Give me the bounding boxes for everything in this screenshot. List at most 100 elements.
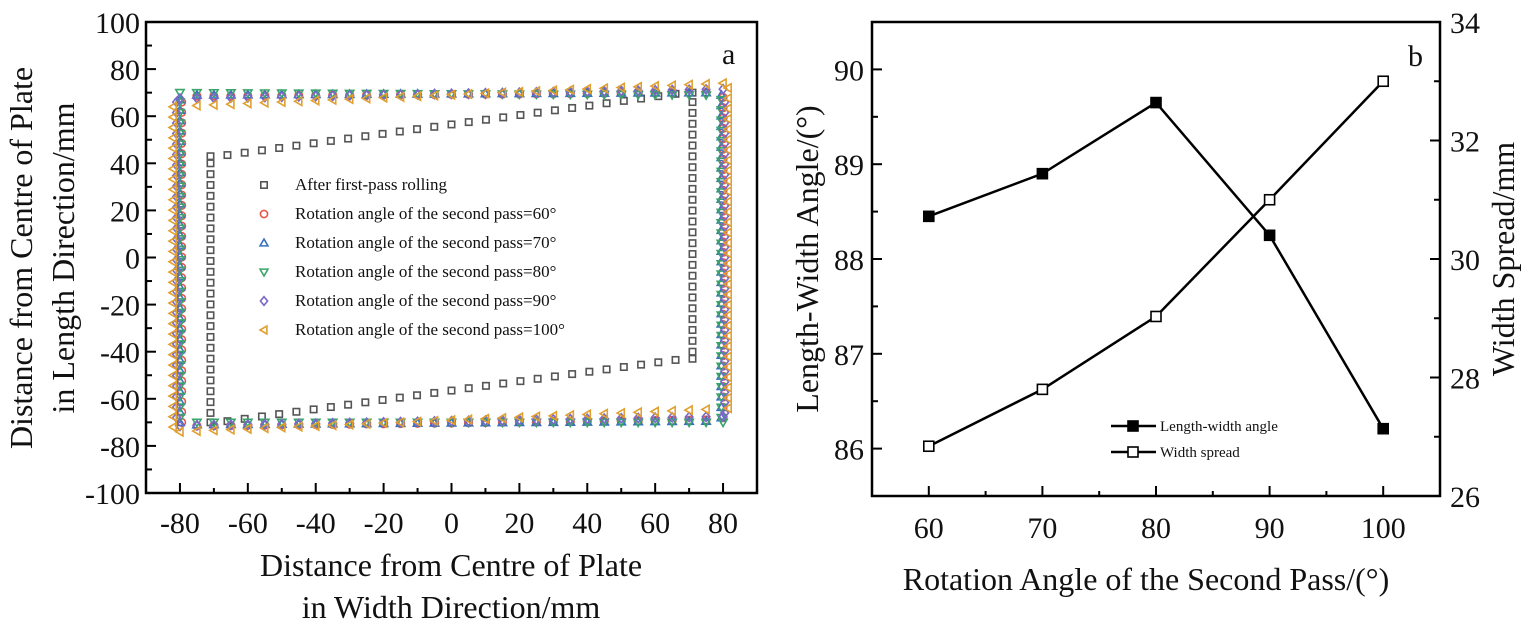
data-point — [718, 410, 728, 423]
panel-b-y-right-ticks: 26 28 30 32 34 — [1430, 7, 1480, 514]
data-point — [175, 420, 185, 432]
data-point — [585, 101, 594, 110]
data-point — [688, 250, 697, 259]
data-point — [167, 225, 177, 237]
data-point — [206, 159, 215, 168]
data-point — [174, 403, 186, 413]
data-point — [547, 84, 558, 97]
data-point — [208, 424, 218, 436]
panel-b-label: b — [1408, 40, 1423, 73]
legend-label: Rotation angle of the second pass=70° — [295, 233, 556, 252]
data-point — [326, 94, 337, 106]
data-point — [174, 392, 186, 403]
data-point — [722, 299, 732, 311]
data-point — [581, 83, 592, 95]
data-point — [206, 278, 215, 287]
data-point — [688, 260, 697, 269]
data-point — [654, 358, 663, 367]
data-point — [688, 315, 697, 324]
data-point — [481, 381, 490, 390]
data-point — [167, 256, 177, 268]
data-point — [700, 415, 712, 426]
data-point — [377, 92, 388, 104]
data-point — [206, 300, 215, 309]
data-point — [547, 418, 559, 429]
legend-marker-width-spread — [1127, 446, 1139, 458]
panel-a-legend: After first-pass rolling Rotation angle o… — [258, 175, 565, 339]
data-point — [174, 129, 186, 140]
legend-label: Width spread — [1160, 445, 1240, 461]
panel-b-x-ticks: 60 70 80 90 100 — [914, 486, 1406, 545]
legend-marker-triangle-up — [258, 237, 270, 247]
legend-label: Rotation angle of the second pass=90° — [295, 291, 556, 310]
data-point — [174, 340, 186, 350]
data-point — [174, 319, 186, 329]
panel-a-y-ticks: -100 -80 -60 -40 -20 0 20 40 60 80 100 — [85, 7, 156, 511]
data-point — [530, 85, 541, 97]
data-point — [167, 235, 177, 247]
data-point — [292, 141, 301, 150]
data-point — [649, 418, 661, 429]
data-point — [259, 418, 270, 431]
data-point — [167, 152, 177, 165]
data-point — [167, 111, 177, 123]
data-point — [533, 374, 542, 383]
data-point — [413, 125, 422, 134]
data-point — [167, 214, 177, 226]
data-point — [240, 148, 249, 157]
data-point — [688, 184, 697, 193]
data-point — [413, 391, 422, 400]
data-point — [722, 350, 732, 363]
x-tick-label: 90 — [1255, 512, 1285, 545]
data-point — [174, 140, 186, 150]
data-point — [167, 338, 177, 350]
data-point — [722, 227, 732, 239]
data-point — [619, 96, 628, 105]
data-point — [167, 349, 177, 361]
data-point — [206, 365, 215, 374]
x-tick-label: -60 — [228, 507, 268, 540]
data-point — [167, 380, 177, 392]
data-point — [688, 195, 697, 204]
data-point — [174, 333, 186, 343]
data-point — [167, 400, 177, 412]
data-point — [684, 411, 694, 423]
data-point-length-width-angle — [1263, 229, 1276, 242]
data-point — [666, 415, 678, 426]
data-point — [550, 106, 559, 115]
data-point — [225, 89, 237, 99]
data-point — [378, 129, 387, 138]
data-point — [602, 99, 611, 108]
data-point — [499, 379, 508, 388]
data-point-width-spread — [1150, 310, 1162, 323]
data-point — [722, 154, 732, 166]
y-tick-label: -40 — [100, 337, 140, 370]
data-point — [722, 330, 732, 342]
data-point — [479, 87, 490, 99]
legend-label: Length-width angle — [1160, 419, 1278, 435]
data-point — [167, 194, 177, 206]
data-point — [309, 405, 318, 414]
data-point — [701, 410, 711, 423]
data-point — [568, 370, 577, 379]
data-point — [722, 185, 732, 197]
data-point — [174, 98, 186, 108]
data-point — [649, 80, 660, 92]
data-point — [411, 90, 422, 102]
data-point — [700, 78, 710, 90]
data-point — [688, 152, 697, 161]
data-point — [615, 81, 626, 94]
y-tick-label: 88 — [834, 244, 864, 277]
data-point — [479, 413, 490, 425]
data-point — [619, 363, 628, 372]
x-tick-label: 20 — [504, 507, 534, 540]
data-point — [513, 86, 524, 98]
data-point — [722, 268, 732, 280]
data-point — [688, 174, 697, 183]
data-point — [206, 322, 215, 331]
data-point — [717, 77, 727, 89]
data-point — [343, 93, 354, 105]
data-point — [666, 405, 676, 417]
data-point — [722, 92, 732, 104]
